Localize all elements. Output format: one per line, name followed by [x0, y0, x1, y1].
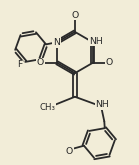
- Text: O: O: [66, 147, 73, 156]
- Text: N: N: [53, 38, 60, 47]
- Text: O: O: [106, 58, 113, 67]
- Text: O: O: [71, 11, 79, 20]
- Text: NH: NH: [95, 100, 109, 109]
- Text: O: O: [37, 58, 44, 67]
- Text: F: F: [17, 60, 22, 69]
- Text: CH₃: CH₃: [39, 103, 55, 112]
- Text: NH: NH: [89, 37, 103, 46]
